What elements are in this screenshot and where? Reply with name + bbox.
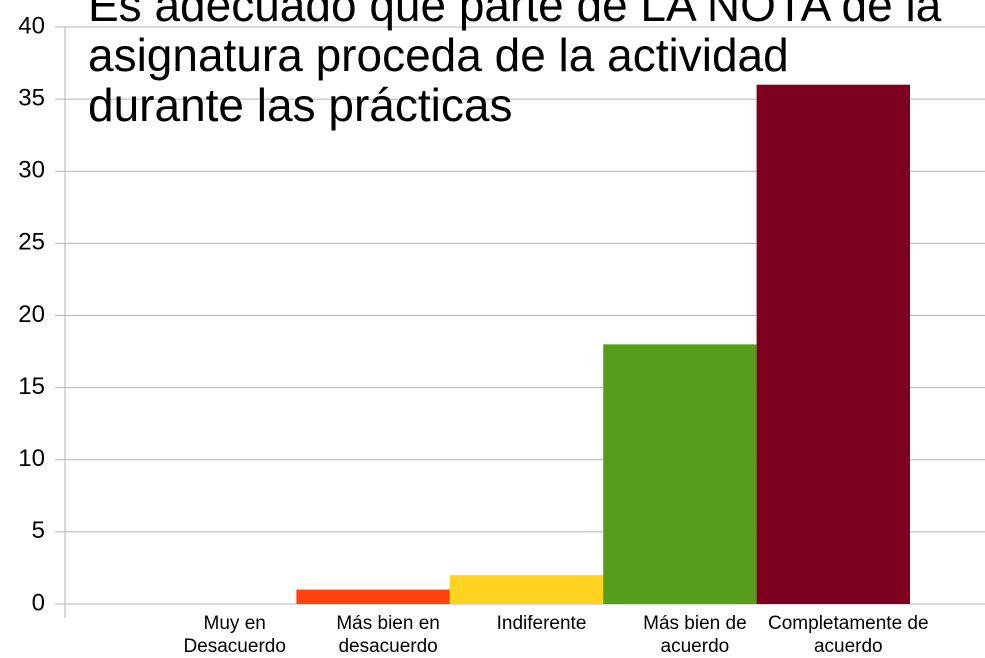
y-tick-label: 25 <box>18 229 45 256</box>
y-tick-label: 5 <box>32 517 45 544</box>
x-tick-label: Más bien en desacuerdo <box>336 613 440 657</box>
y-tick-label: 20 <box>18 301 45 328</box>
y-tick-label: 15 <box>18 373 45 400</box>
y-tick-label: 0 <box>32 589 45 616</box>
y-tick-label: 35 <box>18 84 45 111</box>
x-tick-label: Más bien de acuerdo <box>643 613 747 657</box>
y-tick-label: 30 <box>18 157 45 184</box>
x-tick-label: Muy en Desacuerdo <box>183 613 286 657</box>
x-tick-label: Completamente de acuerdo <box>768 613 929 657</box>
bar <box>603 344 757 604</box>
bar <box>449 575 604 604</box>
y-tick-label: 40 <box>18 12 45 39</box>
x-tick-label: Indiferente <box>496 613 587 634</box>
bar <box>296 589 450 604</box>
y-tick-label: 10 <box>18 445 45 472</box>
bar <box>756 84 910 604</box>
chart-title: Es adecuado que parte de LA NOTA de la a… <box>88 0 942 131</box>
